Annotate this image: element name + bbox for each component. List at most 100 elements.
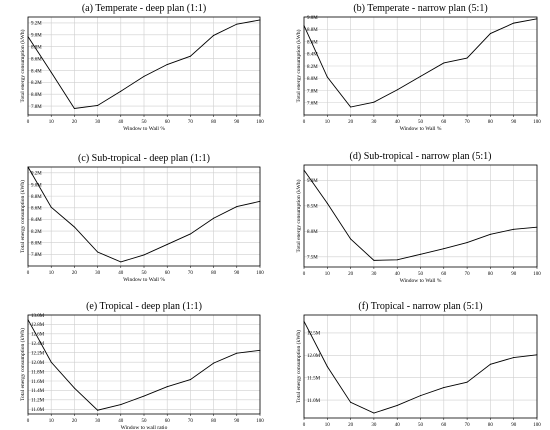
data-point (50, 206, 52, 208)
x-tick-label: 100 (533, 423, 541, 428)
x-tick-label: 70 (465, 423, 471, 428)
data-point (466, 381, 468, 383)
y-tick-label: 11.0M (307, 399, 321, 404)
y-axis-label: Total energy consumption (kWh) (295, 29, 302, 102)
y-tick-label: 8.2M (307, 65, 318, 70)
y-axis-label: Total energy consumption (kWh) (295, 330, 302, 403)
data-point (97, 251, 99, 253)
chart-title: (b) Temperate - narrow plan (5:1) (353, 3, 487, 14)
y-tick-label: 12.2M (31, 352, 45, 357)
data-point (120, 261, 122, 263)
chart-panel-4: 0 10 20 30 40 50 60 70 80 90 100 11.0M 11.2M 11.4M 11.… (19, 301, 264, 430)
x-tick-label: 30 (371, 120, 377, 125)
chart-title: (f) Tropical - narrow plan (5:1) (358, 301, 482, 312)
x-axis-label: Window to Wall % (123, 277, 165, 283)
x-tick-label: 0 (27, 120, 30, 125)
x-tick-label: 70 (188, 271, 194, 276)
x-tick-label: 60 (165, 120, 171, 125)
x-tick-label: 20 (72, 120, 78, 125)
y-tick-label: 8.0M (307, 77, 318, 82)
x-tick-label: 90 (234, 271, 240, 276)
plot-frame (303, 164, 538, 268)
x-tick-label: 60 (165, 419, 171, 424)
plot-frame (303, 314, 538, 419)
y-tick-label: 8.8M (31, 45, 42, 50)
x-tick-label: 100 (256, 120, 264, 125)
data-point (27, 36, 29, 38)
y-tick-label: 8.5M (307, 205, 318, 210)
x-tick-label: 10 (325, 272, 331, 277)
chart-panel-1: 0 10 20 30 40 50 60 70 80 90 100 7.6M 7.8M 8.0M 8.2M 8.… (295, 3, 541, 132)
x-tick-label: 30 (95, 120, 101, 125)
x-tick-label: 50 (142, 419, 148, 424)
data-point (373, 412, 375, 414)
y-tick-label: 8.8M (307, 28, 318, 33)
data-point (97, 409, 99, 411)
x-tick-label: 80 (211, 419, 217, 424)
plot-frame (27, 16, 261, 116)
y-tick-label: 11.5M (307, 376, 321, 381)
data-point (27, 319, 29, 321)
data-point (536, 18, 538, 20)
x-tick-label: 90 (511, 423, 517, 428)
data-point (350, 238, 352, 240)
x-tick-label: 30 (95, 271, 101, 276)
data-point (120, 404, 122, 406)
x-tick-label: 20 (72, 419, 78, 424)
chart-panel-0: 0 10 20 30 40 50 60 70 80 90 100 7.8M 8.0M 8.2M 8.4M 8.… (19, 3, 264, 132)
data-point (143, 395, 145, 397)
x-tick-label: 80 (488, 272, 494, 277)
x-tick-label: 70 (188, 419, 194, 424)
y-tick-label: 12.4M (31, 342, 45, 347)
y-tick-label: 8.0M (307, 230, 318, 235)
y-tick-label: 9.0M (31, 183, 42, 188)
data-point (443, 248, 445, 250)
data-point (236, 352, 238, 354)
y-axis-label: Total energy consumption (kWh) (19, 328, 26, 401)
data-point (166, 243, 168, 245)
data-point (143, 254, 145, 256)
y-tick-label: 9.2M (31, 22, 42, 27)
x-tick-label: 30 (95, 419, 101, 424)
data-point (120, 90, 122, 92)
chart-title: (d) Sub-tropical - narrow plan (5:1) (350, 151, 492, 162)
data-point (373, 259, 375, 261)
data-point (420, 75, 421, 77)
data-point (166, 386, 168, 388)
y-tick-label: 11.8M (31, 370, 45, 375)
x-tick-label: 50 (418, 423, 424, 428)
y-axis-label: Total energy consumption (kWh) (295, 179, 302, 252)
y-tick-label: 11.6M (31, 380, 45, 385)
data-point (536, 354, 538, 356)
data-point (236, 23, 238, 25)
data-point (466, 242, 468, 244)
x-tick-label: 10 (325, 120, 331, 125)
chart-panel-5: 0 10 20 30 40 50 60 70 80 90 100 11.0M 11.5M 12.0M 12.… (295, 301, 541, 428)
y-tick-label: 7.8M (31, 253, 42, 258)
data-point (326, 202, 328, 204)
x-tick-label: 70 (188, 120, 194, 125)
x-tick-label: 100 (533, 120, 541, 125)
chart-title: (e) Tropical - deep plan (1:1) (86, 301, 202, 312)
x-tick-label: 40 (118, 120, 124, 125)
data-point (396, 89, 398, 91)
x-axis-label: Window to wall ratio (121, 425, 168, 430)
y-tick-label: 11.2M (31, 399, 45, 404)
data-point (443, 62, 445, 64)
y-tick-label: 11.4M (31, 389, 45, 394)
y-tick-label: 8.6M (31, 57, 42, 62)
y-tick-label: 7.8M (307, 89, 318, 94)
data-point (189, 55, 191, 57)
data-point (213, 34, 215, 36)
data-point (489, 33, 491, 35)
data-point (420, 395, 421, 397)
x-tick-label: 80 (488, 423, 494, 428)
x-tick-label: 90 (511, 272, 517, 277)
y-tick-label: 12.0M (307, 354, 321, 359)
y-tick-label: 8.0M (31, 93, 42, 98)
data-point (73, 107, 75, 109)
chart-title: (a) Temperate - deep plan (1:1) (82, 3, 206, 14)
y-axis-label: Total energy consumption (kWh) (19, 29, 26, 102)
x-tick-label: 70 (465, 272, 471, 277)
y-tick-label: 8.8M (31, 195, 42, 200)
